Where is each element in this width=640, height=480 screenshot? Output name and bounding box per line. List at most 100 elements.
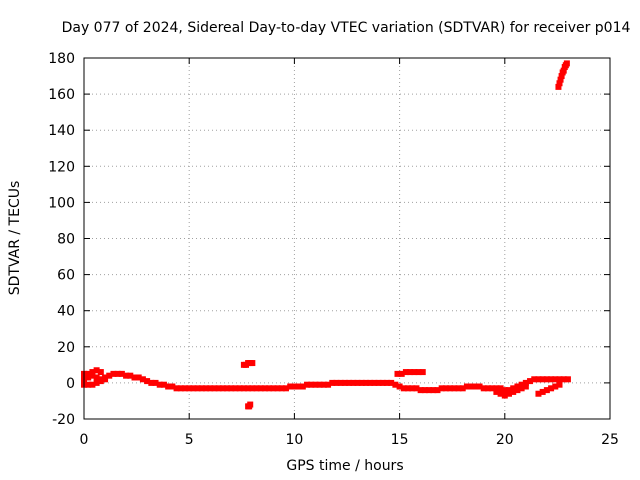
data-point bbox=[514, 383, 521, 390]
data-point bbox=[207, 385, 214, 392]
data-point bbox=[312, 381, 319, 388]
data-point bbox=[493, 385, 500, 392]
data-point bbox=[93, 367, 100, 374]
data-point bbox=[232, 385, 239, 392]
x-tick-label: 25 bbox=[601, 432, 619, 448]
x-tick-label: 0 bbox=[80, 432, 89, 448]
data-point bbox=[560, 376, 567, 383]
data-point bbox=[240, 385, 247, 392]
data-point bbox=[316, 381, 323, 388]
data-point bbox=[278, 385, 285, 392]
data-point bbox=[455, 385, 462, 392]
x-tick-label: 10 bbox=[285, 432, 303, 448]
data-point bbox=[266, 385, 273, 392]
chart-title: Day 077 of 2024, Sidereal Day-to-day VTE… bbox=[62, 20, 631, 36]
y-tick-label: 0 bbox=[66, 376, 75, 392]
data-point bbox=[93, 374, 100, 381]
data-point bbox=[139, 376, 146, 383]
data-point bbox=[337, 379, 344, 386]
data-point bbox=[518, 385, 525, 392]
data-point bbox=[451, 385, 458, 392]
series-main-trace bbox=[81, 370, 571, 394]
data-point bbox=[560, 67, 567, 74]
data-point bbox=[274, 385, 281, 392]
y-tick-label: 100 bbox=[48, 195, 75, 211]
data-point bbox=[144, 378, 151, 385]
data-point bbox=[463, 383, 470, 390]
data-point bbox=[181, 385, 188, 392]
data-point bbox=[358, 379, 365, 386]
y-tick-label: 60 bbox=[57, 268, 75, 284]
grid-lines bbox=[84, 58, 610, 419]
data-point bbox=[325, 381, 332, 388]
data-point bbox=[97, 378, 104, 385]
data-point bbox=[501, 387, 508, 394]
data-point bbox=[535, 376, 542, 383]
data-point bbox=[407, 369, 414, 376]
x-tick-label: 20 bbox=[496, 432, 514, 448]
data-point bbox=[89, 369, 96, 376]
data-point bbox=[247, 401, 254, 408]
data-point bbox=[375, 379, 382, 386]
data-point bbox=[392, 381, 399, 388]
data-point bbox=[421, 387, 428, 394]
data-point bbox=[468, 383, 475, 390]
data-point bbox=[556, 381, 563, 388]
data-point bbox=[131, 374, 138, 381]
data-point bbox=[527, 378, 534, 385]
data-point bbox=[203, 385, 210, 392]
data-point bbox=[563, 60, 570, 67]
data-point bbox=[320, 381, 327, 388]
data-point bbox=[501, 392, 508, 399]
data-point bbox=[190, 385, 197, 392]
data-point bbox=[118, 370, 125, 377]
data-point bbox=[106, 372, 113, 379]
data-point bbox=[426, 387, 433, 394]
data-points bbox=[81, 60, 571, 410]
data-point bbox=[400, 385, 407, 392]
data-point bbox=[135, 374, 142, 381]
data-point bbox=[249, 360, 256, 367]
data-point bbox=[552, 383, 559, 390]
series-steep-segment-near-22.8h bbox=[555, 60, 570, 90]
y-tick-label: 160 bbox=[48, 87, 75, 103]
data-point bbox=[194, 385, 201, 392]
data-point bbox=[518, 381, 525, 388]
data-point bbox=[211, 385, 218, 392]
data-point bbox=[398, 370, 405, 377]
y-tick-label: 120 bbox=[48, 159, 75, 175]
data-point bbox=[383, 379, 390, 386]
data-point bbox=[89, 372, 96, 379]
data-point bbox=[253, 385, 260, 392]
data-point bbox=[299, 383, 306, 390]
data-point bbox=[329, 379, 336, 386]
x-tick-label: 5 bbox=[185, 432, 194, 448]
data-point bbox=[169, 383, 176, 390]
data-point bbox=[270, 385, 277, 392]
y-tick-label: 80 bbox=[57, 232, 75, 248]
data-point bbox=[510, 388, 517, 395]
data-point bbox=[110, 370, 117, 377]
x-tick-label: 15 bbox=[391, 432, 409, 448]
data-point bbox=[396, 383, 403, 390]
data-point bbox=[556, 376, 563, 383]
data-point bbox=[535, 390, 542, 397]
data-point bbox=[308, 381, 315, 388]
plot-frame bbox=[83, 57, 611, 420]
data-point bbox=[257, 385, 264, 392]
data-point bbox=[89, 381, 96, 388]
data-point bbox=[415, 369, 422, 376]
data-point bbox=[548, 376, 555, 383]
data-point bbox=[555, 83, 562, 90]
data-point bbox=[371, 379, 378, 386]
data-point bbox=[304, 381, 311, 388]
data-point bbox=[114, 370, 121, 377]
data-point bbox=[510, 385, 517, 392]
data-point bbox=[543, 376, 550, 383]
data-point bbox=[354, 379, 361, 386]
data-point bbox=[514, 387, 521, 394]
y-tick-label: 140 bbox=[48, 123, 75, 139]
x-tick-labels: 0 5 10 15 20 25 bbox=[80, 432, 619, 448]
data-point bbox=[447, 385, 454, 392]
